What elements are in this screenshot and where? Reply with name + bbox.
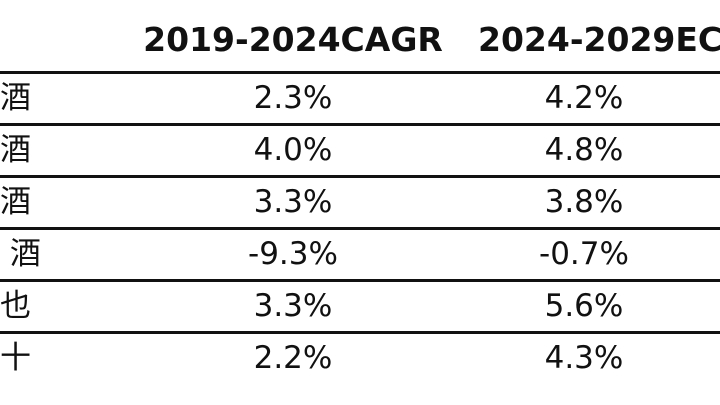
cagr-2024-2029-value: 5.6% xyxy=(544,288,624,324)
cagr-2024-2029-value: 4.3% xyxy=(544,340,624,376)
cagr-2019-2024-value: -9.3% xyxy=(248,236,338,272)
cagr-2024-2029-value: -0.7% xyxy=(539,236,629,272)
cagr-2024-2029-value: 3.8% xyxy=(544,184,624,220)
column-header-2019-2024-cagr: 2019-2024CAGR xyxy=(143,20,443,59)
row-label: 酒 xyxy=(0,236,41,272)
table-row: 十 2.2% 4.3% xyxy=(0,334,720,386)
row-label: 酒 xyxy=(0,80,31,116)
cagr-2019-2024-value: 2.3% xyxy=(253,80,333,116)
column-header-2024-2029-cagr: 2024-2029EC xyxy=(478,20,720,59)
table-row: 也 3.3% 5.6% xyxy=(0,282,720,334)
cagr-2019-2024-value: 3.3% xyxy=(253,184,333,220)
row-label: 也 xyxy=(0,288,31,324)
table-row: 酒 3.3% 3.8% xyxy=(0,178,720,230)
row-label: 酒 xyxy=(0,132,31,168)
table-row: 酒 2.3% 4.2% xyxy=(0,74,720,126)
cagr-2019-2024-value: 3.3% xyxy=(253,288,333,324)
cagr-2024-2029-value: 4.8% xyxy=(544,132,624,168)
row-label: 酒 xyxy=(0,184,31,220)
cagr-2019-2024-value: 4.0% xyxy=(253,132,333,168)
data-table: 酒 2.3% 4.2% 酒 4.0% 4.8% 酒 3.3% 3.8% 酒 -9… xyxy=(0,71,720,405)
table-row: 酒 4.0% 4.8% xyxy=(0,126,720,178)
row-label: 十 xyxy=(0,340,31,376)
cagr-2024-2029-value: 4.2% xyxy=(544,80,624,116)
cagr-2019-2024-value: 2.2% xyxy=(253,340,333,376)
table-row: 酒 -9.3% -0.7% xyxy=(0,230,720,282)
